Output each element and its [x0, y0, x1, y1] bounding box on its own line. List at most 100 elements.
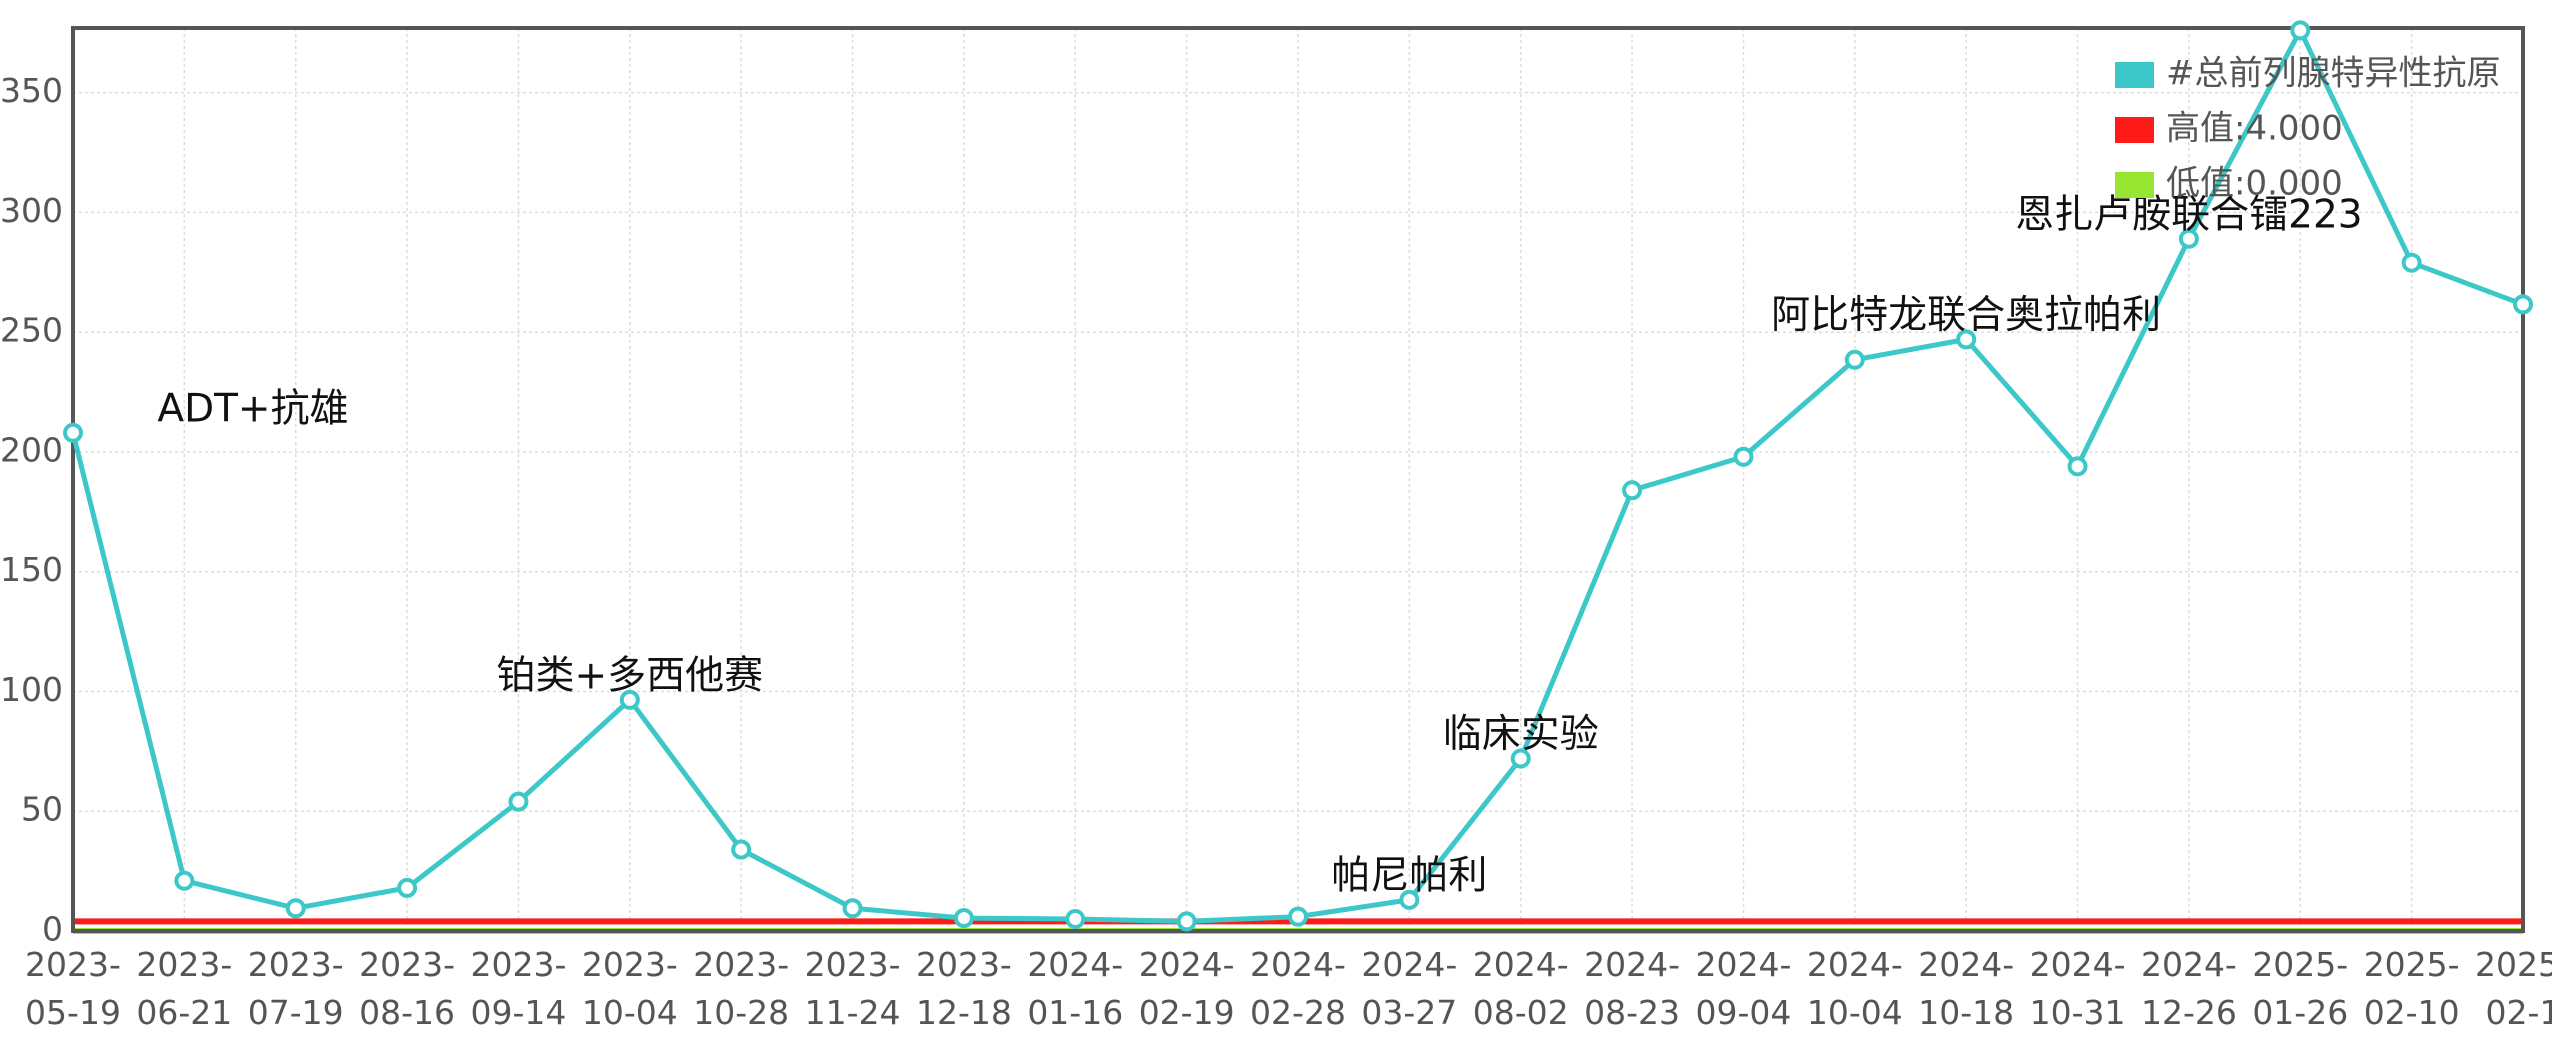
x-tick-label-line: 02-19	[1139, 993, 1235, 1032]
x-tick-label: 2024- 10-18	[1918, 945, 2014, 1032]
x-tick-label: 2024- 01-16	[1027, 945, 1123, 1032]
plot-frame	[71, 26, 2525, 933]
x-tick-label-line: 08-23	[1584, 993, 1680, 1032]
y-tick-label: 200	[0, 430, 63, 469]
x-tick-label-line: 10-04	[1807, 993, 1903, 1032]
x-tick-label-line: 2023-	[582, 945, 678, 984]
point	[2178, 228, 2199, 249]
x-tick-label: 2023- 08-16	[359, 945, 455, 1032]
x-tick-label-line: 2024-	[1139, 945, 1235, 984]
x-tick-label-line: 2024-	[1696, 945, 1792, 984]
legend-swatch	[2115, 172, 2154, 198]
legend-label: 低值:0.000	[2166, 164, 2343, 204]
point	[2401, 252, 2422, 273]
y-tick-label: 0	[42, 910, 63, 949]
point	[63, 422, 83, 443]
x-tick-label: 2024- 10-31	[2030, 945, 2126, 1032]
x-tick-label: 2024- 09-04	[1696, 945, 1792, 1032]
x-tick-label-line: 2023-	[916, 945, 1012, 984]
x-tick-label-line: 2023-	[136, 945, 232, 984]
y-tick-label: 50	[21, 790, 63, 829]
x-tick-label: 2024- 08-02	[1473, 945, 1569, 1032]
legend-label: #总前列腺特异性抗原	[2166, 54, 2501, 94]
legend-swatch	[2115, 62, 2154, 88]
y-tick-label: 100	[0, 670, 63, 709]
x-tick-label-line: 2024-	[1807, 945, 1903, 984]
x-tick-label-line: 02-28	[1250, 993, 1346, 1032]
x-tick-label: 2023- 07-19	[248, 945, 344, 1032]
annotation: 帕尼帕利	[1331, 853, 1487, 898]
point	[1399, 889, 1420, 910]
point	[285, 898, 306, 919]
annotation: ADT+抗雄	[157, 386, 348, 431]
x-tick-label-line: 06-21	[136, 993, 232, 1032]
x-tick-label-line: 05-19	[25, 993, 121, 1032]
x-tick-label-line: 01-16	[1027, 993, 1123, 1032]
point	[1288, 906, 1308, 927]
x-tick-label-line: 10-31	[2030, 993, 2126, 1032]
y-tick-label: 350	[0, 71, 63, 110]
annotation: 铂类+多西他赛	[496, 653, 763, 698]
series-line	[70, 24, 2524, 924]
x-tick-label: 2023- 10-28	[693, 945, 789, 1032]
x-tick-label-line: 2025-	[2252, 945, 2348, 984]
x-tick-label-line: 2023-	[25, 945, 121, 984]
x-tick-label-line: 03-27	[1361, 993, 1457, 1032]
x-tick-label-line: 2023-	[248, 945, 344, 984]
x-tick-label-line: 09-04	[1696, 993, 1792, 1032]
x-tick-label-line: 2024-	[1250, 945, 1346, 984]
point	[619, 689, 640, 710]
x-tick-label-line: 08-02	[1473, 993, 1569, 1032]
x-tick-label-line: 2024-	[2030, 945, 2126, 984]
point	[953, 908, 974, 929]
point	[1956, 329, 1977, 350]
point	[731, 839, 752, 860]
x-tick-label: 2025- 02-10	[2364, 945, 2460, 1032]
x-tick-label: 2023- 11-24	[805, 945, 901, 1032]
x-tick-label: 2024- 12-26	[2141, 945, 2237, 1032]
x-tick-label: 2024- 03-27	[1361, 945, 1457, 1032]
x-tick-label-line: 09-14	[471, 993, 567, 1032]
point	[1065, 909, 1086, 930]
x-tick-label: 2024- 10-04	[1807, 945, 1903, 1032]
x-tick-label-line: 01-26	[2252, 993, 2348, 1032]
x-tick-label-line: 07-19	[248, 993, 344, 1032]
point	[1733, 446, 1754, 467]
x-tick-label-line: 10-28	[693, 993, 789, 1032]
x-tick-label-line: 12-26	[2141, 993, 2237, 1032]
x-tick-label: 2023- 06-21	[136, 945, 232, 1032]
x-tick-label: 2024- 02-28	[1250, 945, 1346, 1032]
x-tick-label: 2025- 01-26	[2252, 945, 2348, 1032]
y-tick-label: 300	[0, 191, 63, 230]
point	[508, 791, 529, 812]
point	[842, 898, 863, 919]
x-tick-label-line: 02-1	[2486, 993, 2552, 1032]
x-tick-label: 2023- 05-19	[25, 945, 121, 1032]
x-tick-label-line: 02-10	[2364, 993, 2460, 1032]
legend-swatch	[2115, 117, 2154, 143]
x-tick-label: 2025- 02-1	[2475, 945, 2552, 1032]
x-tick-label-line: 2024-	[1361, 945, 1457, 984]
annotation: 阿比特龙联合奥拉帕利	[1771, 293, 2161, 338]
x-tick-label-line: 10-18	[1918, 993, 2014, 1032]
x-tick-label: 2023- 10-04	[582, 945, 678, 1032]
x-tick-label-line: 08-16	[359, 993, 455, 1032]
point	[1510, 748, 1531, 769]
point	[1176, 911, 1197, 932]
x-tick-label-line: 2023-	[471, 945, 567, 984]
legend-label: 高值:4.000	[2166, 109, 2343, 149]
x-tick-label-line: 2025-	[2364, 945, 2460, 984]
x-tick-label-line: 2024-	[2141, 945, 2237, 984]
x-tick-label-line: 2023-	[359, 945, 455, 984]
x-tick-label: 2023- 09-14	[471, 945, 567, 1032]
x-tick-label: 2024- 02-19	[1139, 945, 1235, 1032]
point	[397, 877, 418, 898]
point	[174, 870, 195, 891]
point	[1622, 480, 1643, 501]
annotation: 临床实验	[1443, 712, 1599, 757]
x-tick-label: 2023- 12-18	[916, 945, 1012, 1032]
x-tick-label-line: 2024-	[1584, 945, 1680, 984]
annotation: 恩扎卢胺联合镭223	[2015, 192, 2362, 237]
